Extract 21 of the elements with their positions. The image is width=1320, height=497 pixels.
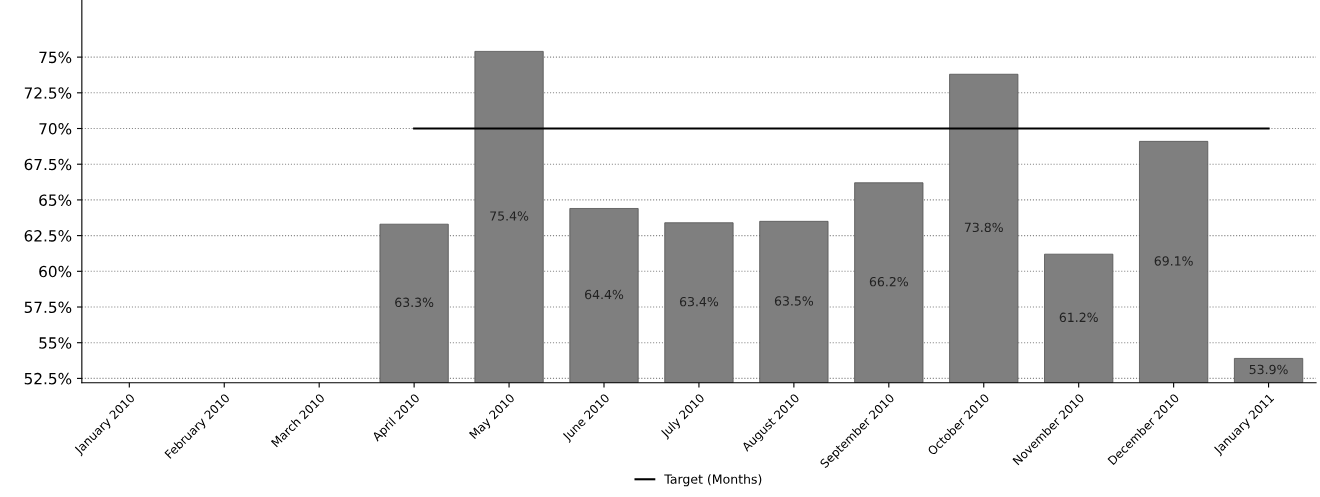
y-tick-label: 55% [39,337,72,349]
y-tick-label: 72.5% [24,87,72,99]
y-tick-label: 65% [39,194,72,206]
y-tick-label: 52.5% [24,372,72,385]
data-label: 69.1% [1154,256,1193,266]
data-label: 63.3% [395,297,434,308]
data-label: 75.4% [490,211,529,221]
legend-label: Target (Months) [664,474,762,487]
y-tick-label: 75% [39,51,72,64]
data-label: 73.8% [964,222,1003,233]
y-tick-label: 57.5% [24,301,72,314]
data-label: 63.4% [679,296,719,307]
y-tick-label: 70% [39,122,72,135]
data-label: 61.2% [1059,312,1098,323]
y-tick-label: 67.5% [24,158,72,171]
data-label: 53.9% [1249,364,1288,375]
y-tick-label: 62.5% [24,230,72,242]
y-tick-label: 60% [39,265,72,278]
data-label: 63.5% [774,296,814,306]
data-label: 66.2% [869,276,908,287]
data-label: 64.4% [585,289,624,300]
